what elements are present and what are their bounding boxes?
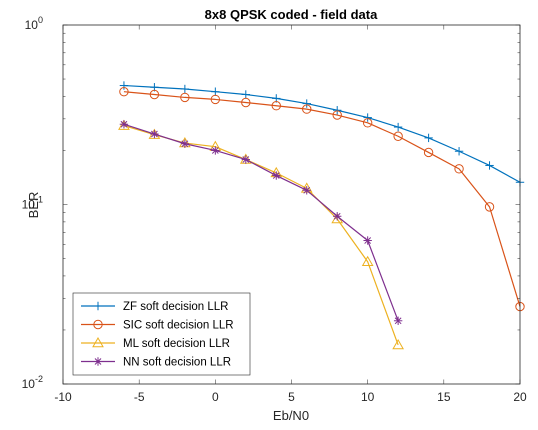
x-tick-label: -10: [54, 390, 72, 404]
data-point: [393, 122, 403, 132]
x-tick-label: -5: [134, 390, 145, 404]
data-point: [362, 118, 373, 128]
marker-circle: [332, 110, 342, 120]
marker-stroke: [120, 120, 128, 128]
data-point: [302, 99, 311, 108]
x-tick-label: 5: [288, 390, 295, 404]
y-tick-label: 100: [25, 15, 43, 32]
x-tick-label: 15: [437, 390, 451, 404]
marker-circle: [119, 87, 129, 97]
data-point: [363, 236, 372, 245]
x-axis-title: Eb/N0: [273, 408, 309, 423]
data-point: [93, 357, 103, 366]
marker-circle: [271, 101, 281, 111]
axes-box: [62, 24, 521, 385]
series-line-4: [123, 123, 399, 321]
data-point: [485, 161, 494, 170]
data-point: [92, 336, 104, 348]
marker-circle: [180, 92, 190, 103]
marker-stroke: [211, 147, 219, 154]
data-point: [180, 139, 190, 148]
legend-label: ZF soft decision LLR: [123, 301, 228, 313]
data-point: [361, 255, 374, 266]
data-point: [93, 301, 103, 311]
data-point: [454, 147, 464, 156]
marker-circle: [393, 131, 403, 141]
data-point: [332, 110, 342, 120]
data-point: [180, 92, 190, 103]
legend-label: ML soft decision LLR: [123, 338, 230, 350]
data-point: [211, 87, 220, 96]
y-tick-label: 10-1: [22, 195, 43, 212]
data-point: [363, 113, 372, 122]
data-point: [393, 316, 403, 325]
data-point: [241, 155, 250, 164]
legend-label: SIC soft decision LLR: [123, 320, 234, 332]
data-point: [150, 129, 159, 139]
data-point: [119, 120, 129, 129]
series-group: [118, 81, 525, 350]
x-tick-label: 10: [361, 390, 375, 404]
series-line-1: [123, 84, 521, 183]
data-point: [423, 147, 434, 158]
legend-label: NN soft decision LLR: [123, 357, 231, 369]
y-axis-title: BER: [26, 192, 41, 219]
data-point: [302, 186, 311, 195]
data-point: [302, 104, 312, 114]
data-point: [393, 131, 403, 141]
marker-stroke: [394, 317, 402, 325]
marker-stroke: [272, 172, 280, 179]
marker-circle: [423, 147, 434, 158]
axes-group: -10 -5 0 5 10 15 20 10-2 10-1 100: [22, 15, 527, 404]
data-point: [149, 89, 160, 100]
data-point: [333, 106, 342, 115]
data-point: [119, 87, 129, 97]
data-point: [333, 212, 342, 221]
data-point: [241, 97, 251, 108]
data-point: [392, 338, 404, 350]
marker-stroke: [364, 237, 372, 244]
marker-circle: [149, 89, 160, 100]
marker-triangle: [361, 255, 374, 266]
series-line-2: [123, 91, 521, 307]
marker-circle: [302, 104, 312, 114]
marker-stroke: [303, 186, 311, 194]
marker-circle: [484, 202, 495, 212]
data-point: [424, 133, 433, 143]
marker-stroke: [181, 140, 189, 148]
data-point: [241, 90, 250, 99]
marker-triangle: [392, 338, 404, 350]
data-point: [210, 94, 221, 105]
legend: ZF soft decision LLR SIC soft decision LL…: [72, 292, 251, 376]
marker-circle: [210, 94, 221, 105]
data-point: [272, 171, 281, 180]
data-point: [454, 164, 464, 174]
y-tick-label: 10-2: [22, 374, 43, 391]
marker-stroke: [151, 130, 158, 138]
x-tick-label: 20: [513, 390, 527, 404]
x-tick-label: 0: [212, 390, 219, 404]
marker-stroke: [242, 156, 250, 163]
marker-stroke: [94, 358, 102, 365]
marker-circle: [362, 118, 373, 128]
data-point: [119, 81, 129, 90]
marker-stroke: [333, 212, 341, 220]
data-point: [271, 101, 281, 111]
marker-circle: [241, 97, 251, 108]
data-point: [93, 319, 103, 330]
data-point: [180, 84, 190, 94]
data-point: [484, 202, 495, 212]
data-point: [211, 146, 220, 155]
marker-circle: [454, 164, 464, 174]
marker-triangle: [92, 336, 104, 348]
marker-circle: [93, 319, 103, 330]
chart-title: 8x8 QPSK coded - field data: [205, 7, 378, 22]
